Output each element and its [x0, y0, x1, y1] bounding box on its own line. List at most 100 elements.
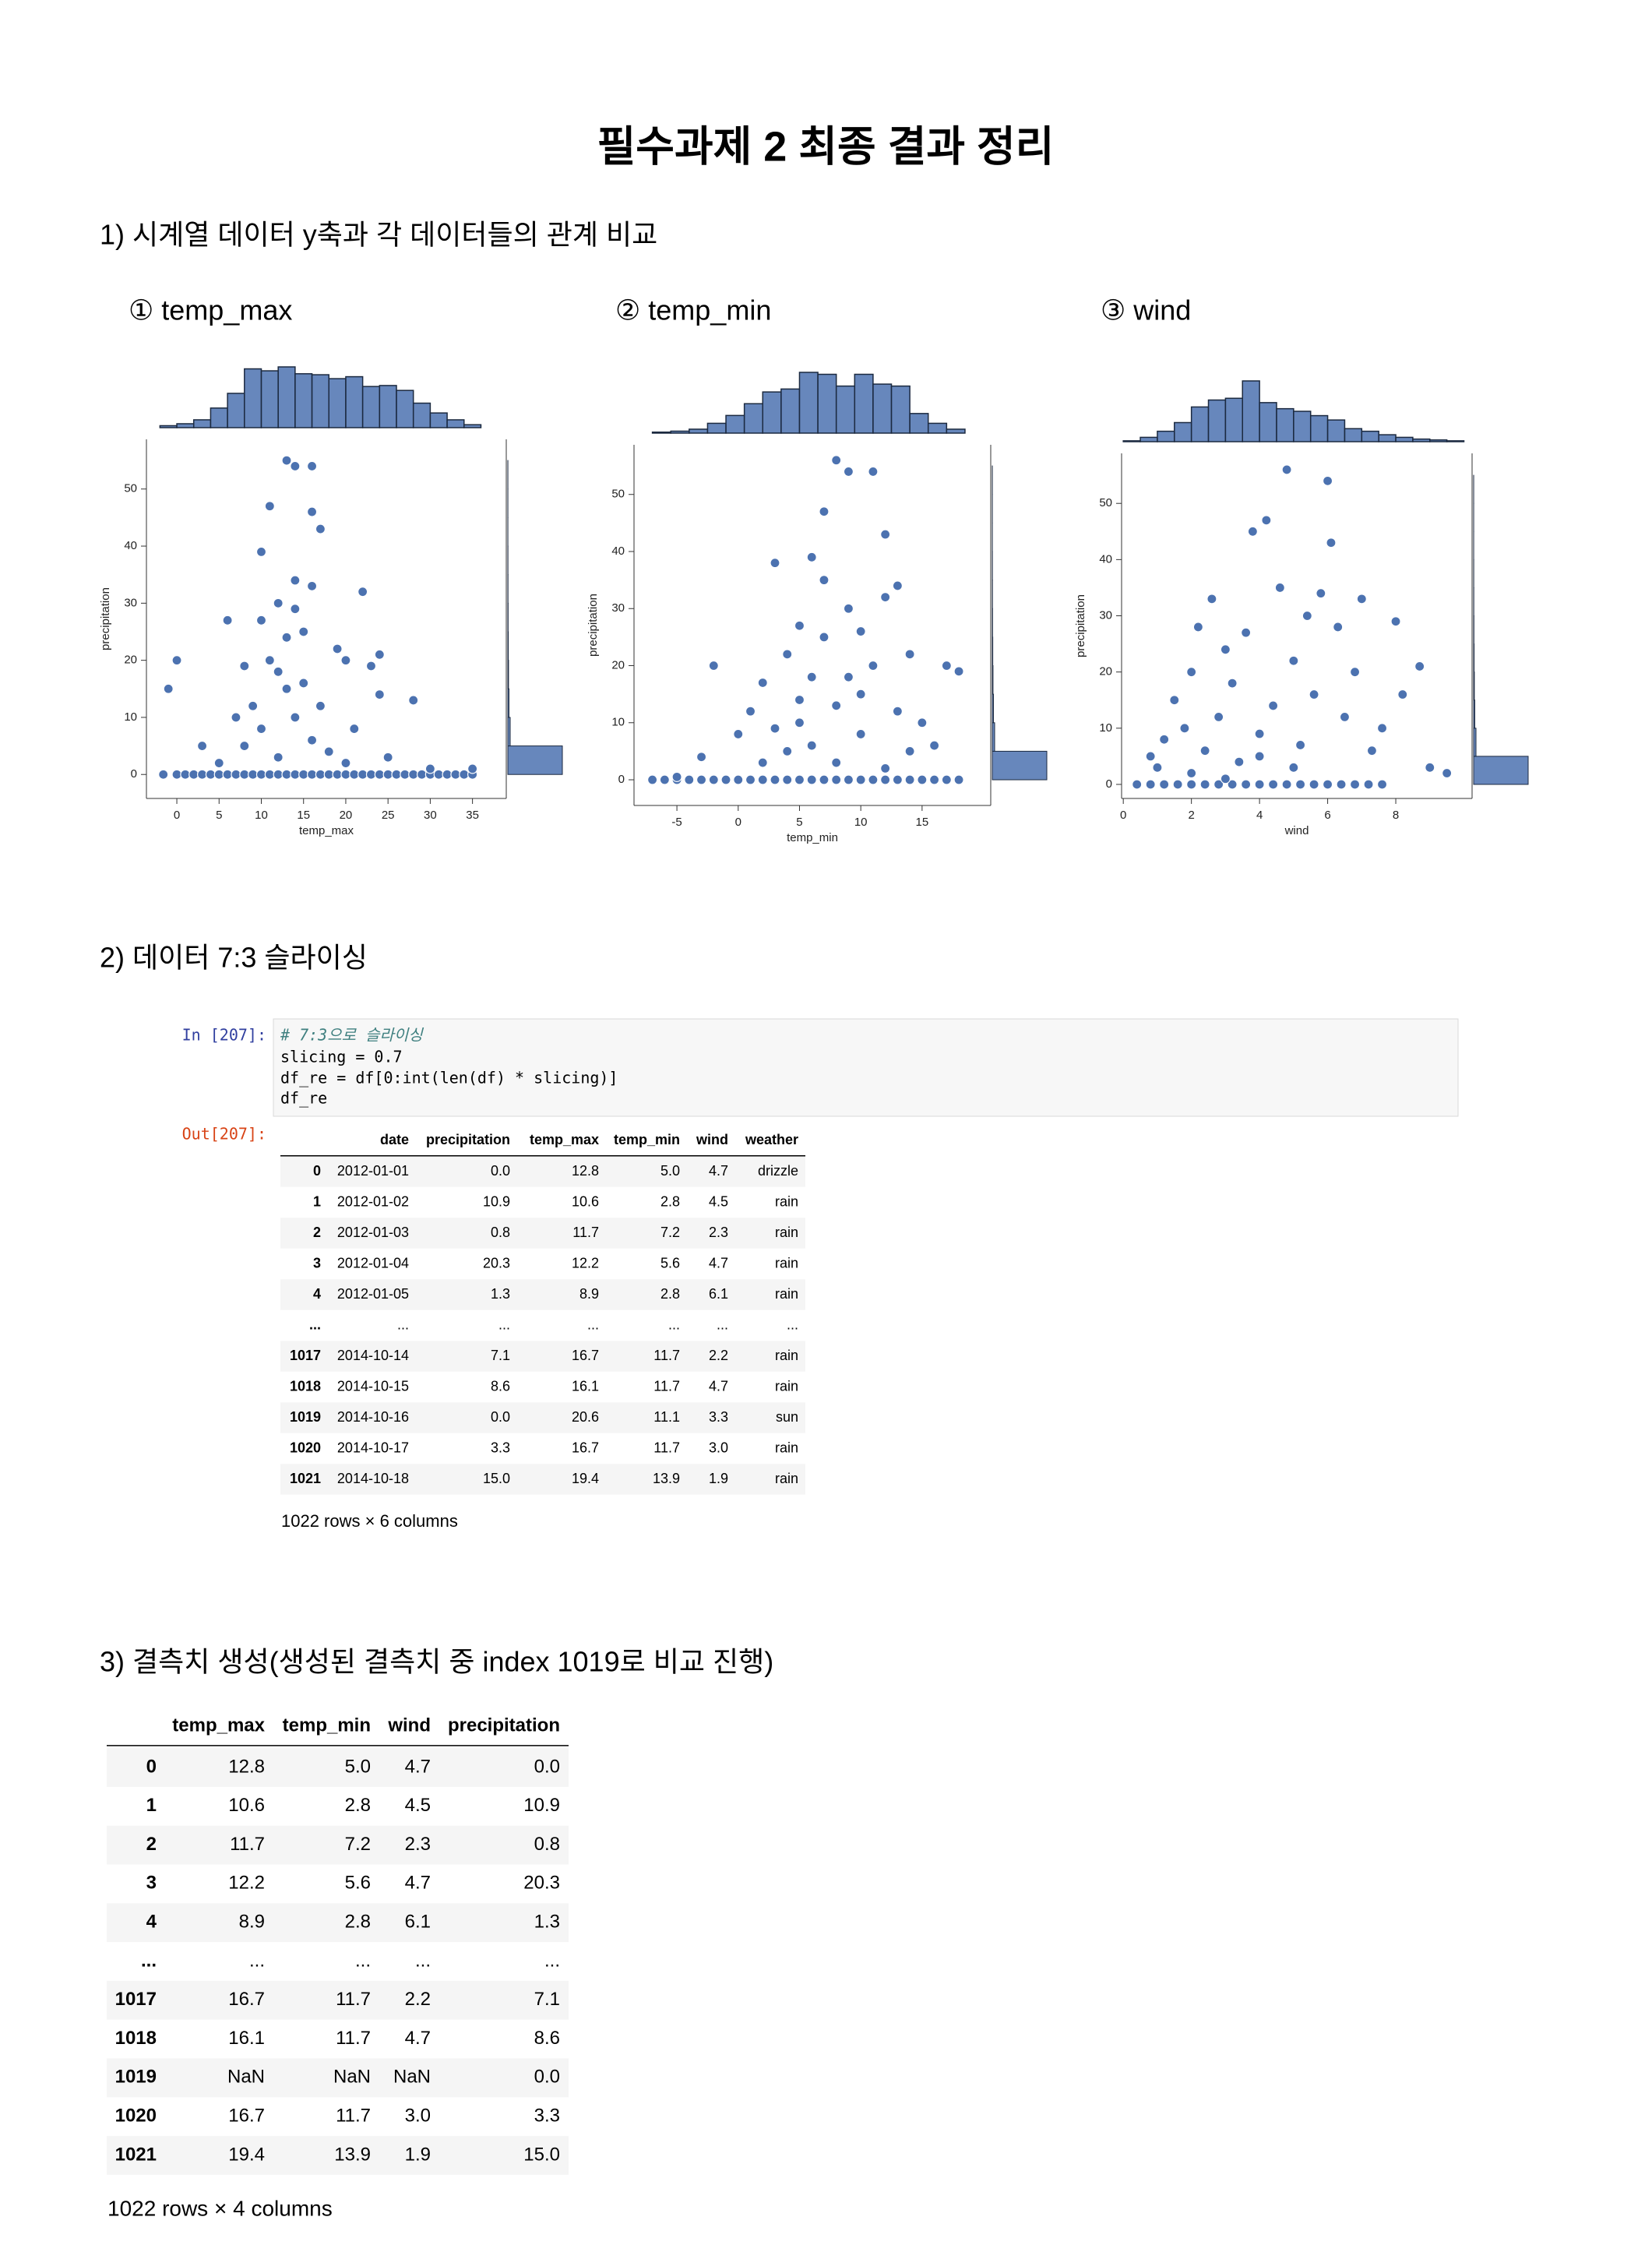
table-footer: 1022 rows × 6 columns: [281, 1511, 458, 1531]
table-cell: 5.0: [660, 1163, 680, 1179]
scatter-point: [1425, 763, 1435, 772]
chart-title: ② temp_min: [615, 294, 771, 326]
histogram-bar: [160, 425, 177, 428]
histogram-bar: [508, 746, 562, 775]
table-cell: 20.3: [483, 1255, 510, 1271]
y-axis-label: precipitation: [1074, 594, 1087, 657]
scatter-point: [198, 770, 207, 779]
scatter-point: [1309, 690, 1319, 700]
scatter-point: [315, 770, 325, 779]
scatter-point: [409, 770, 418, 779]
scatter-point: [1262, 516, 1271, 525]
scatter-point: [1391, 617, 1400, 626]
y-tick-label: 20: [1099, 665, 1112, 678]
table-cell: 0.0: [534, 1756, 560, 1777]
scatter-point: [1255, 752, 1264, 761]
scatter-point: [256, 615, 266, 625]
scatter-point: [324, 747, 333, 756]
scatter-point: [807, 672, 816, 682]
table-cell: 1019: [290, 1409, 321, 1425]
scatter-point: [189, 770, 199, 779]
table-header: precipitation: [448, 1715, 560, 1736]
histogram-bar: [1175, 422, 1192, 442]
scatter-point: [918, 775, 927, 784]
scatter-point: [1289, 656, 1298, 665]
scatter-point: [1221, 645, 1230, 654]
code-line: slicing = 0.7: [280, 1048, 403, 1066]
table-cell: ...: [397, 1316, 409, 1332]
histogram-bar: [1294, 411, 1311, 442]
scatter-point: [819, 576, 829, 585]
scatter-point: [734, 729, 743, 738]
scatter-point: [1180, 724, 1189, 733]
table-cell: 12.2: [228, 1873, 265, 1894]
table-cell: 11.7: [230, 1834, 265, 1855]
scatter-point: [223, 770, 232, 779]
table-cell: 11.7: [653, 1440, 680, 1455]
scatter-point: [844, 672, 853, 682]
table-cell: 10.9: [483, 1193, 510, 1209]
input-prompt: In [207]:: [182, 1026, 266, 1045]
table-cell: 16.7: [572, 1440, 599, 1455]
table-cell: 4.5: [405, 1795, 431, 1816]
scatter-point: [308, 581, 317, 590]
scatter-point: [844, 467, 853, 476]
histogram-bar: [726, 415, 745, 433]
table-cell: ...: [668, 1316, 680, 1332]
histogram-bar: [671, 431, 689, 433]
scatter-point: [1200, 780, 1210, 789]
table-cell: 2.3: [709, 1225, 728, 1240]
scatter-point: [282, 456, 291, 465]
code-line: # 7:3으로 슬라이싱: [280, 1026, 424, 1045]
table-header: temp_max: [530, 1132, 599, 1147]
histogram-bar: [992, 694, 994, 723]
scatter-point: [905, 746, 914, 756]
scatter-point: [1333, 622, 1343, 632]
histogram-bar: [1361, 432, 1379, 442]
histogram-bar: [1344, 428, 1361, 442]
histogram-bar: [508, 661, 509, 689]
table-cell: ...: [498, 1316, 510, 1332]
scatter-point: [468, 764, 477, 774]
scatter-point: [844, 775, 853, 784]
code-cell-box: [273, 1019, 1458, 1116]
scatter-point: [819, 633, 829, 642]
table-cell: 16.1: [228, 2028, 265, 2049]
scatter-point: [358, 770, 368, 779]
scatter-point: [1398, 690, 1407, 700]
scatter-point: [240, 742, 249, 751]
scatter-point: [770, 775, 780, 784]
table-cell: ...: [787, 1316, 798, 1332]
table-cell: 1.9: [709, 1471, 728, 1486]
scatter-point: [856, 689, 865, 699]
histogram-bar: [1379, 435, 1396, 442]
table-header: temp_max: [172, 1715, 265, 1736]
scatter-point: [746, 775, 756, 784]
table-cell: 4.5: [709, 1193, 728, 1209]
table-cell: 1019: [115, 2067, 157, 2088]
table-cell: 1: [146, 1795, 157, 1816]
histogram-bar: [1259, 403, 1277, 442]
table-cell: 12.2: [572, 1255, 599, 1271]
scatter-point: [844, 604, 853, 613]
scatter-point: [893, 775, 902, 784]
scatter-point: [807, 741, 816, 750]
table-cell: 8.9: [579, 1286, 599, 1302]
section-heading: 3) 결측치 생성(생성된 결측치 중 index 1019로 비교 진행): [100, 1646, 773, 1678]
scatter-point: [1378, 780, 1387, 789]
histogram-bar: [245, 369, 262, 428]
table-cell: 2012-01-03: [337, 1225, 409, 1240]
table-cell: 16.7: [228, 1989, 265, 2010]
scatter-point: [783, 775, 792, 784]
table-cell: 11.7: [653, 1348, 680, 1363]
histogram-bar: [1192, 407, 1209, 442]
scatter-point: [868, 467, 878, 476]
table-cell: 3.0: [405, 2106, 431, 2127]
scatter-point: [1269, 701, 1278, 710]
scatter-point: [1170, 696, 1179, 705]
scatter-point: [819, 775, 829, 784]
histogram-bar: [1140, 437, 1157, 442]
y-tick-label: 50: [1099, 496, 1112, 509]
scatter-point: [1316, 589, 1326, 598]
scatter-point: [425, 764, 435, 774]
